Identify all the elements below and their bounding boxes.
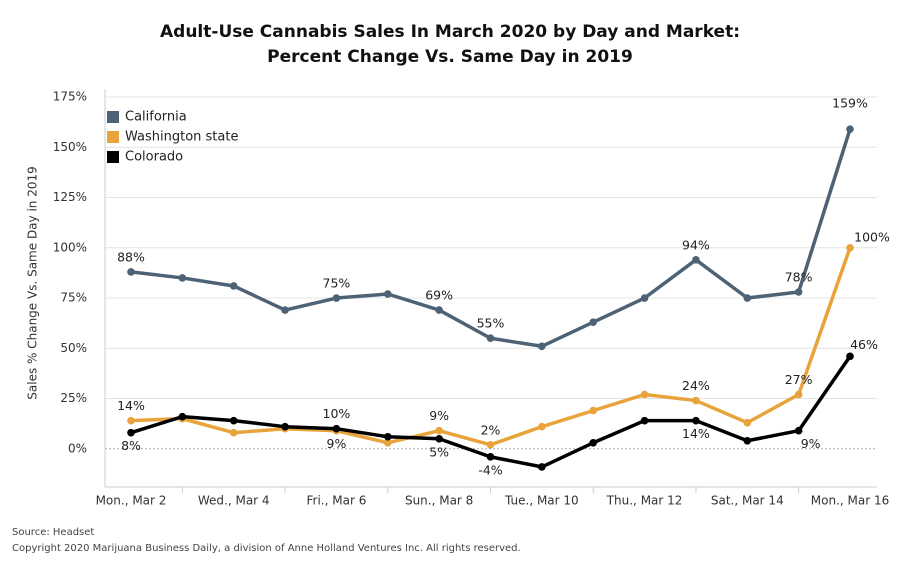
y-tick-label: 100% <box>53 240 87 254</box>
x-tick-label: Mon., Mar 2 <box>96 494 167 508</box>
x-tick-label: Sun., Mar 8 <box>405 494 473 508</box>
y-tick-label: 25% <box>60 391 87 405</box>
x-tick-label: Mon., Mar 16 <box>811 494 889 508</box>
line <box>130 128 852 349</box>
point <box>281 306 289 314</box>
data-label: 27% <box>785 372 813 387</box>
point <box>538 463 546 471</box>
data-label: 100% <box>854 229 890 244</box>
point <box>589 318 598 326</box>
data-label: 69% <box>425 288 453 303</box>
point <box>743 418 752 427</box>
y-tick-label: 75% <box>60 291 87 305</box>
data-label: 14% <box>117 398 145 413</box>
point <box>435 434 443 443</box>
point <box>383 438 392 447</box>
point <box>332 424 341 433</box>
data-label: 46% <box>850 337 878 352</box>
legend-swatch <box>107 151 119 163</box>
point <box>281 422 289 431</box>
y-tick-label: 50% <box>60 341 87 355</box>
legend-label: Washington state <box>125 130 238 145</box>
point <box>640 294 649 302</box>
point <box>692 396 700 405</box>
data-label: 55% <box>477 316 505 331</box>
y-tick-label: 125% <box>53 190 87 204</box>
point <box>435 306 443 314</box>
x-tick-label: Fri., Mar 6 <box>307 494 367 508</box>
data-label: 2% <box>481 422 501 437</box>
data-label: 9% <box>801 436 821 451</box>
data-label: 75% <box>323 276 351 291</box>
point <box>486 334 495 343</box>
point <box>127 416 135 425</box>
legend-swatch <box>107 111 119 123</box>
line <box>130 247 852 447</box>
y-axis-label: Sales % Change Vs. Same Day in 2019 <box>26 166 40 399</box>
point <box>794 426 803 435</box>
point <box>486 453 495 461</box>
point <box>640 416 649 425</box>
data-label: 10% <box>323 406 351 421</box>
point <box>640 390 649 399</box>
x-tick-label: Thu., Mar 12 <box>606 494 683 508</box>
data-label: 78% <box>785 270 813 285</box>
point <box>589 406 598 415</box>
point <box>178 412 187 421</box>
x-tick-label: Wed., Mar 4 <box>198 494 270 508</box>
data-label: 24% <box>682 378 710 393</box>
legend-swatch <box>107 131 119 143</box>
data-label: 9% <box>429 408 449 423</box>
data-label: 94% <box>682 237 710 252</box>
point <box>127 428 135 437</box>
data-label: 88% <box>117 249 145 264</box>
y-tick-label: 175% <box>53 90 87 104</box>
point <box>846 352 854 361</box>
point <box>692 256 700 264</box>
point <box>229 428 238 437</box>
x-tick-label: Sat., Mar 14 <box>711 494 784 508</box>
point <box>178 274 187 282</box>
y-tick-label: 0% <box>68 441 87 455</box>
copyright: Copyright 2020 Marijuana Business Daily,… <box>12 543 521 554</box>
point <box>538 342 546 351</box>
point <box>692 416 700 425</box>
point <box>794 390 803 399</box>
point <box>846 243 854 252</box>
data-label: 8% <box>121 438 141 453</box>
point <box>538 422 546 431</box>
data-label: 14% <box>682 426 710 441</box>
point <box>743 436 752 445</box>
point <box>229 282 238 290</box>
point <box>794 288 803 296</box>
chart-title: Percent Change Vs. Same Day in 2019 <box>267 47 633 67</box>
point <box>383 290 392 298</box>
data-label: 9% <box>327 436 347 451</box>
source: Source: Headset <box>12 527 94 538</box>
line <box>130 355 852 469</box>
point <box>589 438 598 447</box>
x-tick-label: Tue., Mar 10 <box>504 494 579 508</box>
point <box>383 432 392 441</box>
point <box>743 294 752 302</box>
y-tick-label: 150% <box>53 140 87 154</box>
data-label: 159% <box>832 96 868 111</box>
point <box>127 268 135 276</box>
legend-label: Colorado <box>125 150 183 165</box>
data-label: -4% <box>478 462 502 477</box>
legend-label: California <box>125 110 187 125</box>
point <box>435 426 443 435</box>
chart-title: Adult-Use Cannabis Sales In March 2020 b… <box>160 22 740 42</box>
point <box>332 294 341 302</box>
data-label: 5% <box>429 444 449 459</box>
point <box>229 416 238 425</box>
point <box>846 125 854 133</box>
point <box>486 440 495 449</box>
